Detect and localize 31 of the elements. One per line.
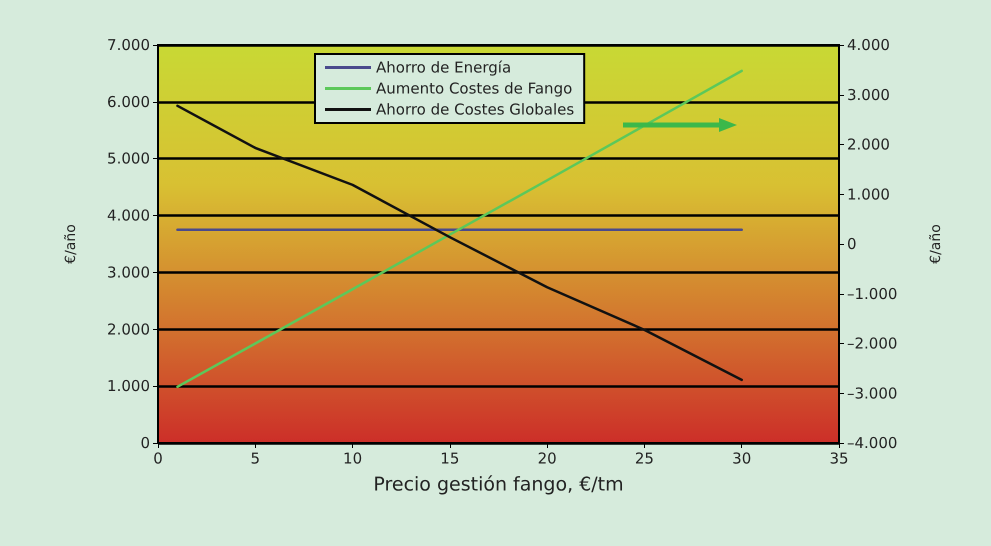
y2-tick-label: 2.000 bbox=[847, 136, 890, 154]
y2-tick-label: 4.000 bbox=[847, 36, 890, 54]
y2-tick-label: 3.000 bbox=[847, 86, 890, 104]
y-tick-label: 0 bbox=[140, 434, 150, 452]
legend-label: Ahorro de Energía bbox=[376, 58, 512, 76]
legend-label: Ahorro de Costes Globales bbox=[376, 100, 574, 118]
y-tick-label: 7.000 bbox=[107, 36, 150, 54]
y-axis-title: €/año bbox=[63, 224, 79, 264]
y-tick-label: 2.000 bbox=[107, 320, 150, 338]
y2-tick-label: –4.000 bbox=[847, 434, 898, 452]
x-tick-label: 5 bbox=[250, 450, 260, 468]
y2-tick-label: –2.000 bbox=[847, 334, 898, 352]
y-tick-label: 1.000 bbox=[107, 377, 150, 396]
x-tick-label: 10 bbox=[343, 450, 362, 468]
y-tick-label: 3.000 bbox=[107, 263, 150, 282]
y2-tick-label: 0 bbox=[847, 235, 857, 253]
y-tick-label: 6.000 bbox=[107, 92, 150, 111]
x-tick-label: 20 bbox=[538, 450, 557, 468]
x-axis-title: Precio gestión fango, €/tm bbox=[373, 474, 624, 496]
y2-axis-title: €/año bbox=[928, 224, 944, 264]
legend-label: Aumento Costes de Fango bbox=[376, 80, 572, 98]
x-tick-label: 15 bbox=[440, 450, 460, 468]
y2-tick-label: –3.000 bbox=[847, 384, 898, 402]
y2-tick-label: –1.000 bbox=[847, 284, 898, 303]
y-tick-label: 4.000 bbox=[107, 206, 150, 225]
y2-tick-label: 1.000 bbox=[847, 185, 890, 204]
y-tick-label: 5.000 bbox=[107, 150, 150, 168]
x-tick-label: 30 bbox=[732, 450, 752, 468]
x-tick-label: 0 bbox=[153, 450, 163, 468]
x-tick-label: 25 bbox=[634, 450, 654, 468]
x-tick-label: 35 bbox=[829, 450, 849, 468]
